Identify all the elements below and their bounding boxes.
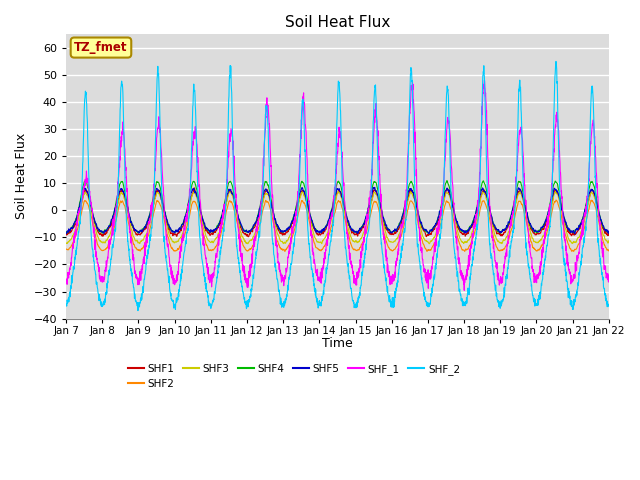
Y-axis label: Soil Heat Flux: Soil Heat Flux xyxy=(15,133,28,219)
SHF4 xyxy=(495,229,503,235)
Line: SHF2: SHF2 xyxy=(66,200,609,252)
SHF_2 xyxy=(605,303,612,309)
SHF5 xyxy=(495,228,503,234)
SHF_2 xyxy=(552,59,560,64)
SHF5 xyxy=(214,225,221,230)
SHF2 xyxy=(605,248,612,254)
SHF4 xyxy=(62,229,70,235)
SHF_2 xyxy=(62,303,70,309)
SHF_1 xyxy=(481,77,488,83)
SHF2 xyxy=(62,246,70,252)
Line: SHF5: SHF5 xyxy=(66,187,609,234)
SHF3 xyxy=(353,240,361,245)
SHF1 xyxy=(214,225,221,230)
SHF1 xyxy=(365,206,373,212)
SHF4 xyxy=(365,201,373,207)
SHF5 xyxy=(371,184,379,190)
SHF1 xyxy=(573,229,580,235)
SHF4 xyxy=(99,230,107,236)
SHF2 xyxy=(557,212,565,217)
Line: SHF3: SHF3 xyxy=(66,192,609,244)
Line: SHF_2: SHF_2 xyxy=(66,61,609,311)
SHF3 xyxy=(426,241,433,247)
Line: SHF1: SHF1 xyxy=(66,188,609,237)
SHF5 xyxy=(353,228,361,234)
SHF4 xyxy=(573,227,580,233)
SHF5 xyxy=(571,231,579,237)
SHF5 xyxy=(605,230,612,236)
SHF_1 xyxy=(605,271,612,277)
SHF2 xyxy=(214,241,221,247)
SHF_1 xyxy=(460,288,468,293)
SHF5 xyxy=(573,227,580,232)
SHF_1 xyxy=(62,277,70,283)
SHF2 xyxy=(573,246,580,252)
SHF1 xyxy=(605,232,612,238)
SHF2 xyxy=(495,247,503,253)
SHF3 xyxy=(62,240,70,246)
SHF_2 xyxy=(134,308,142,313)
SHF_1 xyxy=(557,189,565,195)
Legend: SHF1, SHF2, SHF3, SHF4, SHF5, SHF_1, SHF_2: SHF1, SHF2, SHF3, SHF4, SHF5, SHF_1, SHF… xyxy=(124,360,464,393)
SHF3 xyxy=(495,240,503,245)
SHF3 xyxy=(573,239,580,245)
SHF_1 xyxy=(353,269,361,275)
SHF3 xyxy=(557,205,565,211)
SHF4 xyxy=(605,228,612,234)
SHF_1 xyxy=(495,282,503,288)
SHF_2 xyxy=(214,268,221,274)
SHF3 xyxy=(214,234,221,240)
SHF1 xyxy=(353,233,361,239)
SHF_2 xyxy=(573,293,580,299)
SHF1 xyxy=(191,185,198,191)
SHF_2 xyxy=(557,225,565,230)
SHF1 xyxy=(557,202,565,208)
X-axis label: Time: Time xyxy=(322,337,353,350)
SHF4 xyxy=(353,229,361,235)
SHF5 xyxy=(62,230,70,236)
SHF1 xyxy=(244,234,252,240)
SHF_1 xyxy=(365,206,372,212)
SHF2 xyxy=(353,248,361,253)
SHF_2 xyxy=(495,299,503,305)
Title: Soil Heat Flux: Soil Heat Flux xyxy=(285,15,390,30)
SHF5 xyxy=(557,203,565,209)
SHF_1 xyxy=(214,246,221,252)
SHF3 xyxy=(365,213,372,218)
SHF2 xyxy=(365,220,372,226)
Text: TZ_fmet: TZ_fmet xyxy=(74,41,128,54)
SHF_1 xyxy=(573,267,580,273)
SHF2 xyxy=(552,197,560,203)
SHF_2 xyxy=(353,304,361,310)
SHF2 xyxy=(423,249,431,254)
SHF3 xyxy=(552,189,559,194)
Line: SHF4: SHF4 xyxy=(66,180,609,233)
SHF4 xyxy=(557,201,565,207)
SHF5 xyxy=(365,204,372,210)
Line: SHF_1: SHF_1 xyxy=(66,80,609,290)
SHF3 xyxy=(605,238,612,244)
SHF4 xyxy=(214,223,221,228)
SHF1 xyxy=(495,231,503,237)
SHF_2 xyxy=(365,223,373,229)
SHF4 xyxy=(443,178,451,183)
SHF1 xyxy=(62,232,70,238)
